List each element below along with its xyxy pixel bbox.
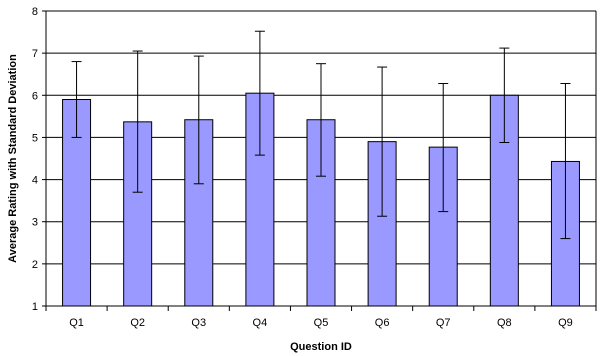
- x-tick-label: Q8: [497, 317, 512, 329]
- x-tick-label: Q5: [314, 317, 329, 329]
- x-axis-title: Question ID: [290, 341, 352, 353]
- x-tick-label: Q3: [191, 317, 206, 329]
- x-tick-label: Q6: [375, 317, 390, 329]
- x-tick-labels: Q1 Q2 Q3 Q4 Q5 Q6 Q7 Q8 Q9: [69, 317, 573, 329]
- y-tick-label: 6: [32, 90, 38, 102]
- y-tick-label: 5: [32, 132, 38, 144]
- y-axis-title: Average Rating with Standard Deviation: [7, 54, 19, 263]
- y-tick-labels: 1 2 3 4 5 6 7 8: [32, 6, 38, 313]
- x-tick-label: Q9: [558, 317, 573, 329]
- y-tick-label: 1: [32, 301, 38, 313]
- y-tick-label: 2: [32, 259, 38, 271]
- y-tick-label: 8: [32, 6, 38, 18]
- bar-q8: [489, 94, 519, 307]
- x-tick-label: Q7: [436, 317, 451, 329]
- x-tick-label: Q2: [130, 317, 145, 329]
- y-tick-label: 4: [32, 175, 38, 187]
- x-tick-label: Q1: [69, 317, 84, 329]
- error-bars: [71, 30, 571, 240]
- x-tick-label: Q4: [253, 317, 268, 329]
- axes: [42, 10, 597, 311]
- bar-q7: [428, 146, 458, 307]
- y-tick-label: 7: [32, 48, 38, 60]
- y-tick-label: 3: [32, 217, 38, 229]
